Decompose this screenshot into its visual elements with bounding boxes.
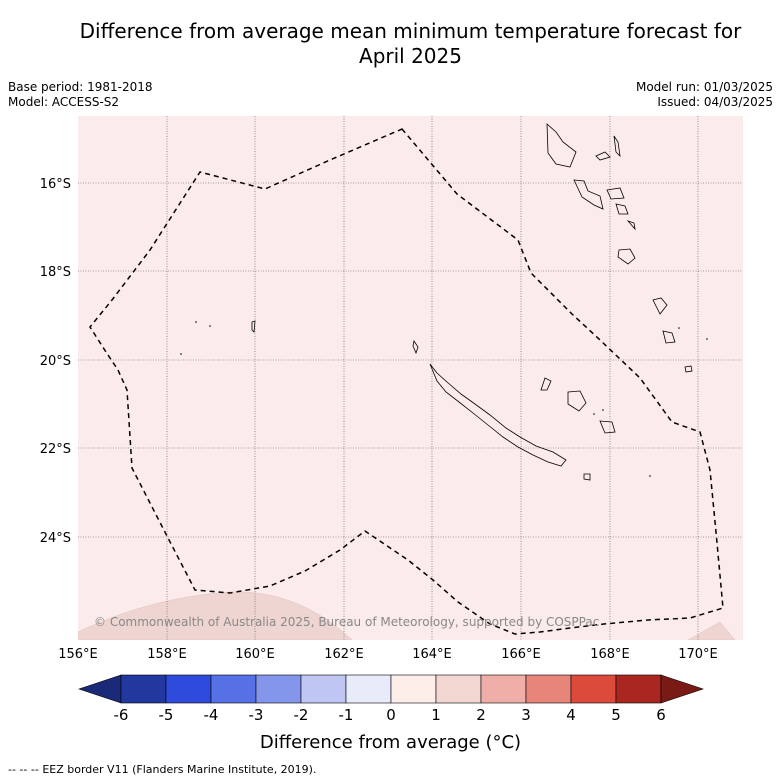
lon-label: 158°E	[147, 647, 187, 662]
island-coastline	[412, 339, 419, 355]
colorbar-segment	[165, 674, 212, 704]
gridlines	[78, 116, 743, 640]
colorbar-label: Difference from average (°C)	[259, 732, 522, 753]
colorbar: -6 -5 -4 -3 -2 -1 0 1 2 3 4 5 6	[78, 674, 704, 724]
islet	[602, 409, 604, 411]
colorbar-tick-label: -3	[249, 706, 264, 724]
islet	[180, 353, 182, 355]
island-coastline	[684, 365, 693, 373]
lon-label: 168°E	[590, 647, 630, 662]
island-coastline	[617, 248, 636, 265]
lat-label: 22°S	[40, 442, 71, 457]
meta-left: Base period: 1981-2018 Model: ACCESS-S2	[8, 80, 153, 110]
colorbar-segment	[255, 674, 302, 704]
colorbar-segment	[525, 674, 572, 704]
latitude-labels: 16°S 18°S 20°S 22°S 24°S	[40, 177, 71, 546]
islet	[706, 338, 708, 340]
lon-label: 164°E	[412, 647, 452, 662]
colorbar-tick-label: 0	[386, 706, 396, 724]
eez-border	[89, 128, 724, 635]
lat-label: 24°S	[40, 531, 71, 546]
island-coastline	[626, 220, 636, 231]
colorbar-segment	[210, 674, 257, 704]
colorbar-segment	[300, 674, 347, 704]
title-line-2: April 2025	[359, 44, 462, 68]
colorbar-segment	[120, 674, 167, 704]
island-coastline	[613, 135, 621, 158]
island-coastline	[583, 473, 591, 481]
colorbar-tick-label: -2	[294, 706, 309, 724]
island-coastline	[599, 420, 616, 434]
lon-label: 166°E	[501, 647, 541, 662]
lat-label: 16°S	[40, 177, 71, 192]
model-run-text: Model run: 01/03/2025	[635, 80, 773, 94]
colorbar-tick-label: -1	[339, 706, 354, 724]
lon-label: 156°E	[58, 647, 98, 662]
eez-legend: -- -- -- EEZ border V11 (Flanders Marine…	[8, 763, 316, 776]
colorbar-tick-label: 6	[656, 706, 666, 724]
meta-right: Model run: 01/03/2025 Issued: 04/03/2025	[636, 80, 773, 110]
lat-label: 20°S	[40, 354, 71, 369]
island-coastline	[573, 179, 604, 210]
copyright-text: © Commonwealth of Australia 2025, Bureau…	[94, 615, 599, 629]
chart-title: Difference from average mean minimum tem…	[40, 19, 781, 69]
island-coastline	[615, 203, 629, 215]
islet	[649, 475, 651, 477]
colorbar-tick-label: 4	[566, 706, 576, 724]
anomaly-patch	[78, 591, 353, 640]
colorbar-segment	[345, 674, 392, 704]
colorbar-segment	[390, 674, 437, 704]
colorbar-extend-high	[660, 674, 704, 704]
title-line-1: Difference from average mean minimum tem…	[79, 19, 742, 43]
colorbar-tick-label: -5	[159, 706, 174, 724]
colorbar-tick-label: 1	[431, 706, 441, 724]
islet	[593, 413, 595, 415]
map-background	[78, 116, 743, 640]
new-caledonia-coastline	[429, 363, 567, 467]
colorbar-segment	[615, 674, 662, 704]
colorbar-segment	[570, 674, 617, 704]
islet	[209, 325, 211, 327]
island-coastline	[662, 330, 676, 344]
eez-legend-symbol: -- -- --	[8, 763, 39, 776]
colorbar-segment	[480, 674, 527, 704]
colorbar-tick-label: -6	[114, 706, 129, 724]
colorbar-extend-low	[78, 674, 122, 704]
lat-label: 18°S	[40, 265, 71, 280]
island-coastline	[251, 320, 256, 333]
island-coastline	[540, 377, 552, 391]
colorbar-tick-label: 2	[476, 706, 486, 724]
island-coastline	[606, 187, 625, 200]
colorbar-tick-label: -4	[204, 706, 219, 724]
island-coastline	[652, 297, 668, 315]
issued-text: Issued: 04/03/2025	[657, 95, 773, 109]
island-coastline	[567, 390, 587, 412]
lon-label: 162°E	[324, 647, 364, 662]
island-coastline	[595, 151, 611, 161]
colorbar-tick-label: 3	[521, 706, 531, 724]
eez-legend-text: EEZ border V11 (Flanders Marine Institut…	[42, 763, 317, 776]
lon-label: 170°E	[678, 647, 718, 662]
islet	[678, 327, 680, 329]
colorbar-tick-label: 5	[611, 706, 621, 724]
colorbar-segment	[435, 674, 482, 704]
vanuatu-coastline	[546, 123, 577, 168]
islet	[195, 321, 197, 323]
base-period-text: Base period: 1981-2018	[8, 80, 153, 94]
anomaly-patch	[687, 621, 736, 640]
longitude-labels: 156°E 158°E 160°E 162°E 164°E 166°E 168°…	[58, 647, 718, 662]
lon-label: 160°E	[235, 647, 275, 662]
model-text: Model: ACCESS-S2	[8, 95, 120, 109]
